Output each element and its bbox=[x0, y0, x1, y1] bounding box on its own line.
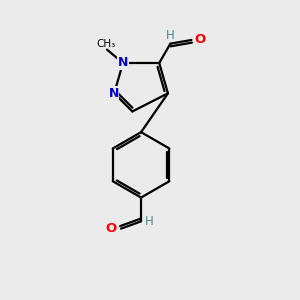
Text: O: O bbox=[106, 222, 117, 235]
Text: H: H bbox=[145, 215, 154, 228]
Text: N: N bbox=[118, 56, 128, 70]
Text: O: O bbox=[194, 34, 206, 46]
Text: CH₃: CH₃ bbox=[96, 39, 115, 49]
Text: H: H bbox=[166, 29, 175, 42]
Text: N: N bbox=[108, 87, 119, 100]
